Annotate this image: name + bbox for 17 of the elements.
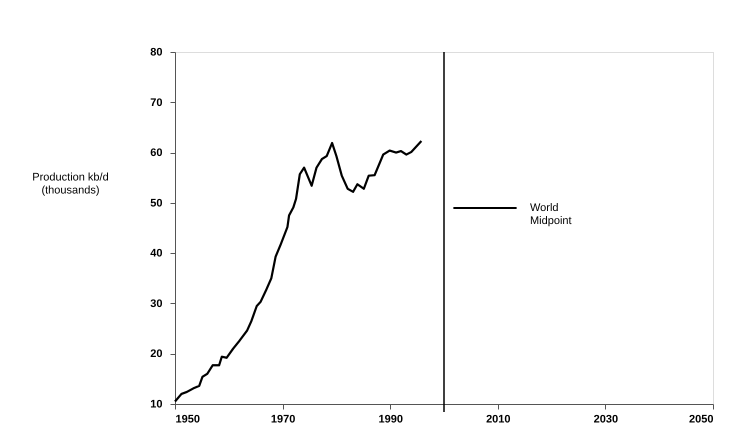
y-axis-title: Production kb/d (thousands) [32, 172, 109, 197]
y-tick-label: 50 [150, 197, 162, 210]
x-tick-label: 2030 [594, 414, 618, 424]
y-tick-label: 10 [150, 398, 162, 410]
x-tick-label: 2050 [689, 414, 714, 424]
y-tick-label: 20 [150, 348, 162, 360]
x-tick-label: 2010 [486, 414, 511, 424]
y-tick-label: 30 [150, 298, 162, 310]
y-tick-label: 40 [150, 248, 162, 260]
line-series [174, 140, 423, 403]
x-tick-label: 1950 [176, 414, 200, 424]
ref-line-label: World Midpoint [530, 202, 572, 227]
x-tick-label: 1970 [270, 414, 296, 424]
y-tick-label: 70 [150, 96, 162, 109]
y-tick-label: 80 [150, 46, 162, 58]
y-tick-label: 60 [150, 147, 162, 160]
x-tick-label: 1990 [378, 414, 403, 424]
